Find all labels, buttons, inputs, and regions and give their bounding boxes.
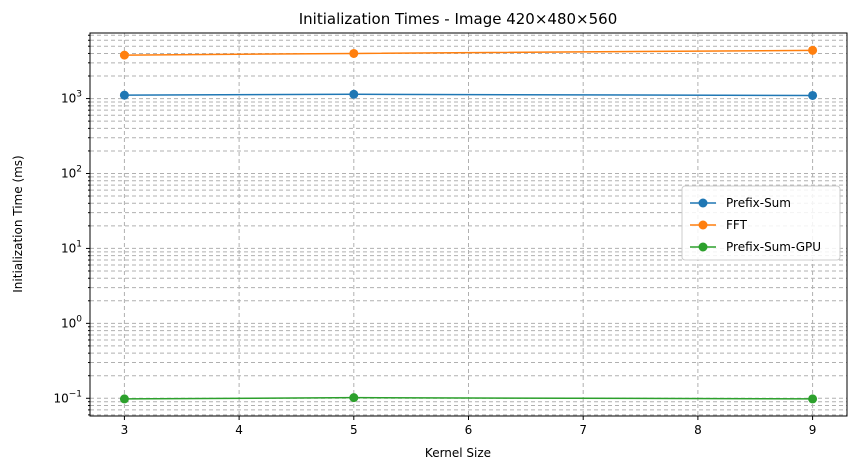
x-tick-label: 6 xyxy=(465,423,473,437)
legend-marker xyxy=(698,198,708,208)
x-axis-label: Kernel Size xyxy=(425,446,491,460)
x-tick-label: 9 xyxy=(809,423,817,437)
legend-box xyxy=(681,185,841,261)
y-tick-label: 101 xyxy=(61,239,82,255)
data-point xyxy=(808,45,818,55)
chart-title: Initialization Times - Image 420×480×560 xyxy=(299,10,618,28)
data-point xyxy=(349,89,359,99)
legend-label: Prefix-Sum xyxy=(726,196,791,210)
data-point xyxy=(119,394,129,404)
x-tick-label: 8 xyxy=(694,423,702,437)
y-axis-label: Initialization Time (ms) xyxy=(11,155,25,292)
legend-marker xyxy=(698,220,708,230)
legend: Prefix-Sum FFT Prefix-Sum-GPU xyxy=(681,185,841,261)
series-line-0 xyxy=(124,93,813,97)
y-tick-label: 100 xyxy=(61,314,82,330)
x-tick-label: 3 xyxy=(121,423,129,437)
data-point xyxy=(119,90,129,100)
y-tick-label: 102 xyxy=(61,164,82,180)
series-layer xyxy=(119,45,818,404)
data-point xyxy=(119,50,129,60)
x-tick-label: 7 xyxy=(579,423,587,437)
axis-ticks: 3 4 5 6 7 8 9 10−1 100 101 102 103 xyxy=(53,34,817,437)
data-point xyxy=(808,394,818,404)
x-tick-label: 5 xyxy=(350,423,358,437)
data-point xyxy=(808,90,818,100)
legend-marker xyxy=(698,242,708,252)
x-tick-label: 4 xyxy=(235,423,243,437)
legend-label: FFT xyxy=(726,218,748,232)
data-point xyxy=(349,48,359,58)
legend-label: Prefix-Sum-GPU xyxy=(726,240,821,254)
y-tick-label: 103 xyxy=(61,90,82,106)
y-tick-label: 10−1 xyxy=(53,389,82,405)
data-point xyxy=(349,393,359,403)
